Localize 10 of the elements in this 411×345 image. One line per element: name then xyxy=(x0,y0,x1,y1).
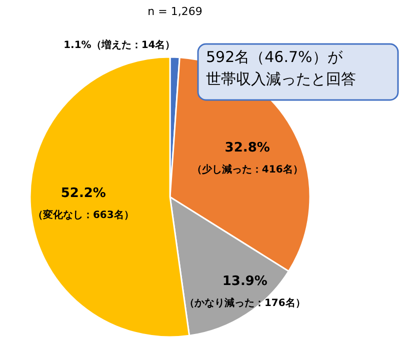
text: n = 1,269 xyxy=(148,5,202,18)
slice-label: （変化なし：663名） xyxy=(32,208,134,221)
data-label: 13.9% xyxy=(222,274,268,289)
text: 592名（46.7%）が xyxy=(206,48,344,66)
data-label: 52.2% xyxy=(60,186,106,201)
slice-label: （かなり減った：176名） xyxy=(184,296,306,309)
slice-label: （少し減った：416名） xyxy=(192,164,303,176)
data-label: 32.8% xyxy=(224,140,270,156)
slice-label: 1.1%（増えた：14名） xyxy=(64,39,176,52)
text: 世帯収入減ったと回答 xyxy=(206,70,356,88)
